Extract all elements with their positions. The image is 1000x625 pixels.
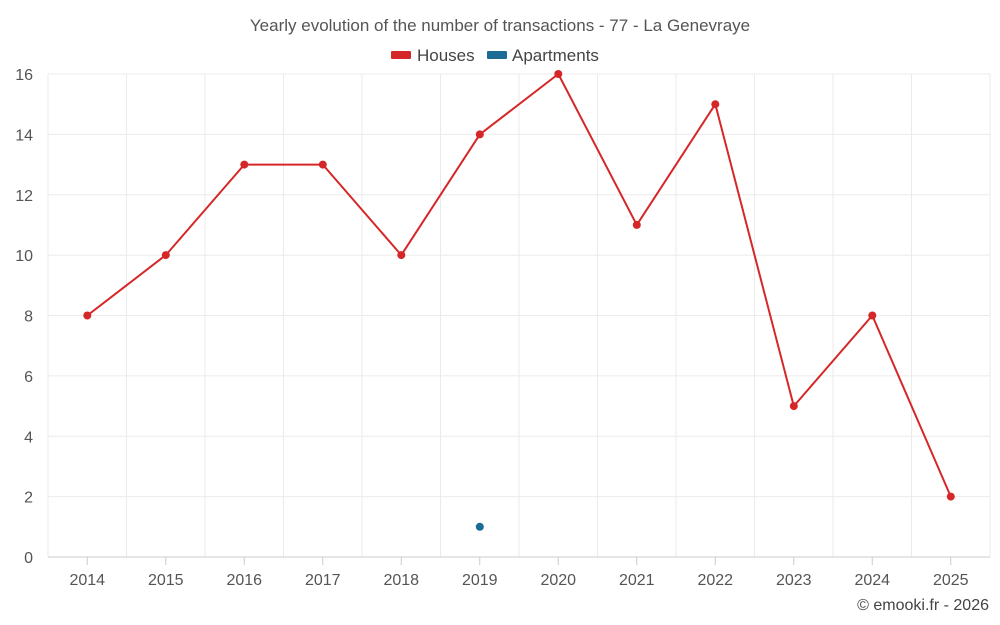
- data-point-houses-2014[interactable]: [83, 311, 92, 320]
- data-point-houses-2017[interactable]: [318, 160, 327, 169]
- y-tick-label: 4: [24, 429, 33, 446]
- x-tick-label: 2018: [383, 572, 419, 589]
- x-tick-label: 2020: [540, 572, 576, 589]
- x-tick-label: 2017: [305, 572, 341, 589]
- x-tick-label: 2019: [462, 572, 498, 589]
- y-tick-label: 14: [15, 127, 33, 144]
- data-point-houses-2021[interactable]: [632, 220, 641, 229]
- y-tick-label: 6: [24, 369, 33, 386]
- credit-text: © emooki.fr - 2026: [857, 597, 989, 614]
- chart-title: Yearly evolution of the number of transa…: [250, 16, 750, 35]
- x-tick-label: 2015: [148, 572, 184, 589]
- data-point-houses-2016[interactable]: [240, 160, 249, 169]
- x-tick-label: 2021: [619, 572, 655, 589]
- y-tick-label: 10: [15, 248, 33, 265]
- data-point-houses-2015[interactable]: [161, 251, 170, 260]
- data-point-houses-2020[interactable]: [554, 70, 563, 78]
- data-point-houses-2018[interactable]: [397, 251, 406, 260]
- y-tick-label: 12: [15, 188, 33, 205]
- x-tick-label: 2016: [226, 572, 262, 589]
- data-point-houses-2023[interactable]: [789, 402, 798, 411]
- legend-label-apartments[interactable]: Apartments: [512, 46, 599, 65]
- data-point-houses-2022[interactable]: [711, 100, 720, 109]
- x-tick-label: 2022: [697, 572, 733, 589]
- x-tick-label: 2014: [69, 572, 105, 589]
- data-point-houses-2025[interactable]: [946, 492, 955, 501]
- y-tick-label: 0: [24, 550, 33, 567]
- series-line-houses: [86, 73, 952, 497]
- legend-label-houses[interactable]: Houses: [417, 46, 475, 65]
- series: [83, 70, 955, 531]
- legend-swatch-apartments[interactable]: [487, 51, 507, 59]
- x-tick-label: 2023: [776, 572, 812, 589]
- x-tick-label: 2024: [854, 572, 890, 589]
- data-point-apartments-2019[interactable]: [475, 522, 484, 531]
- data-point-houses-2019[interactable]: [475, 130, 484, 139]
- grid: [47, 73, 991, 557]
- y-tick-label: 8: [24, 309, 33, 326]
- y-tick-label: 16: [15, 67, 33, 84]
- legend-swatch-houses[interactable]: [391, 51, 411, 59]
- axes: 0 2 4 6 8 10 12 14 16 2014 2015 2016 2017 2018 2019 202…: [15, 67, 990, 589]
- data-point-houses-2024[interactable]: [868, 311, 877, 320]
- y-tick-label: 2: [24, 490, 33, 507]
- x-tick-label: 2025: [933, 572, 969, 589]
- legend: Houses Apartments: [391, 46, 599, 65]
